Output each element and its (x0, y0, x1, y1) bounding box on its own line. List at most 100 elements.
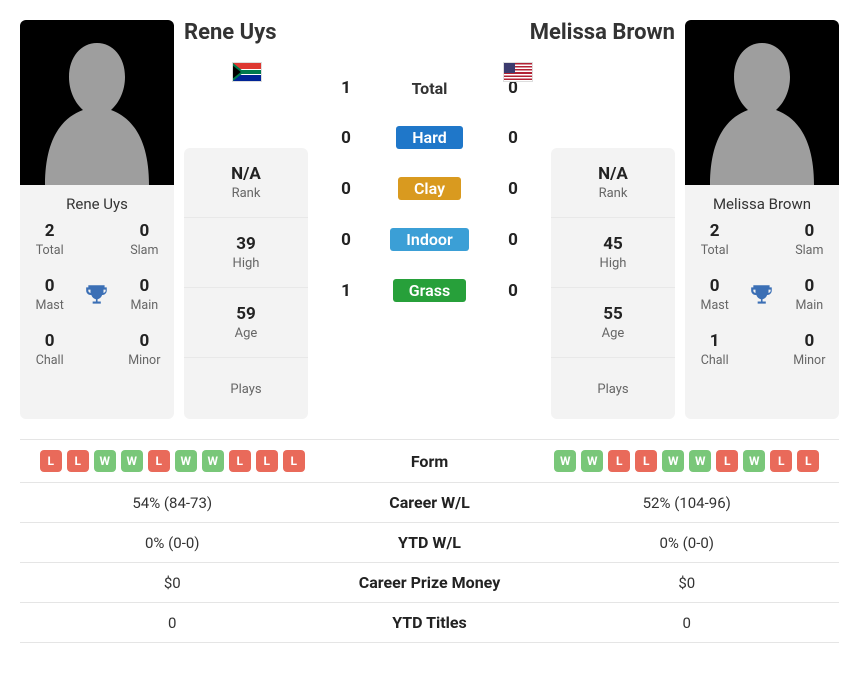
h2h-surface-row: 0 Indoor 0 (318, 214, 541, 265)
label-prize: Career Prize Money (325, 573, 535, 592)
player1-card: Rene Uys 2Total 0Slam 0Mast 0Main 0Chall… (20, 20, 174, 419)
form-badge: L (770, 450, 792, 472)
info-rank: N/ARank (184, 148, 308, 218)
row-form: LLWWLWWLLL Form WWLLWWLWLL (20, 439, 839, 483)
form-badge: L (148, 450, 170, 472)
info-rank: N/ARank (551, 148, 675, 218)
h2h-p2-val: 0 (493, 128, 533, 148)
stat-total: 2Total (26, 221, 73, 258)
h2h-total-label: Total (412, 79, 448, 98)
h2h-p1-val: 1 (326, 281, 366, 301)
h2h-surface-row: 0 Clay 0 (318, 163, 541, 214)
player1-titles-grid: 2Total 0Slam 0Mast 0Main 0Chall 0Minor (20, 221, 174, 380)
player2-info-column: Melissa Brown N/ARank 45High 55Age Plays (551, 20, 675, 419)
h2h-p2-val: 0 (493, 281, 533, 301)
stat-slam: 0Slam (786, 221, 833, 258)
info-high: 39High (184, 218, 308, 288)
label-career-wl: Career W/L (325, 493, 535, 512)
stat-mast: 0Mast (26, 276, 73, 313)
player2-card: Melissa Brown 2Total 0Slam 0Mast 0Main 1… (685, 20, 839, 419)
form-badge: L (40, 450, 62, 472)
stat-mast: 0Mast (691, 276, 738, 313)
stat-main: 0Main (786, 276, 833, 313)
form-badge: W (662, 450, 684, 472)
form-badge: L (635, 450, 657, 472)
surface-badge: Clay (398, 177, 461, 200)
player2-titles-grid: 2Total 0Slam 0Mast 0Main 1Chall 0Minor (685, 221, 839, 380)
form-badge: L (283, 450, 305, 472)
p2-career-wl: 52% (104-96) (535, 494, 840, 512)
player1-name-card: Rene Uys (20, 185, 174, 221)
info-plays: Plays (551, 358, 675, 419)
top-section: Rene Uys 2Total 0Slam 0Mast 0Main 0Chall… (20, 20, 839, 419)
label-ytd-wl: YTD W/L (325, 533, 535, 552)
row-career-wl: 54% (84-73) Career W/L 52% (104-96) (20, 483, 839, 523)
flag-us-icon (503, 62, 533, 82)
player1-photo (20, 20, 174, 185)
row-prize: $0 Career Prize Money $0 (20, 563, 839, 603)
form-badge: L (608, 450, 630, 472)
p1-ytd-titles: 0 (20, 614, 325, 632)
comparison-table: LLWWLWWLLL Form WWLLWWLWLL 54% (84-73) C… (20, 439, 839, 643)
surface-badge: Hard (396, 126, 463, 149)
form-badge: W (743, 450, 765, 472)
stat-minor: 0Minor (121, 331, 168, 368)
p1-career-wl: 54% (84-73) (20, 494, 325, 512)
player1-info-box: N/ARank 39High 59Age Plays (184, 148, 308, 419)
stat-chall: 1Chall (691, 331, 738, 368)
info-plays: Plays (184, 358, 308, 419)
stat-minor: 0Minor (786, 331, 833, 368)
p2-prize: $0 (535, 574, 840, 592)
form-badge: W (581, 450, 603, 472)
player-silhouette-icon (697, 25, 827, 185)
form-badge: W (554, 450, 576, 472)
player1-name-heading: Rene Uys (184, 20, 277, 45)
form-badge: W (202, 450, 224, 472)
player2-form: WWLLWWLWLL (535, 450, 840, 472)
info-age: 55Age (551, 288, 675, 358)
h2h-p1-val: 0 (326, 128, 366, 148)
form-badge: L (256, 450, 278, 472)
label-ytd-titles: YTD Titles (325, 613, 535, 632)
p2-ytd-wl: 0% (0-0) (535, 534, 840, 552)
h2h-p2-val: 0 (493, 230, 533, 250)
label-form: Form (325, 452, 535, 471)
p2-ytd-titles: 0 (535, 614, 840, 632)
p1-ytd-wl: 0% (0-0) (20, 534, 325, 552)
form-badge: L (67, 450, 89, 472)
stat-chall: 0Chall (26, 331, 73, 368)
player2-photo (685, 20, 839, 185)
form-badge: L (716, 450, 738, 472)
form-badge: W (175, 450, 197, 472)
form-badge: W (121, 450, 143, 472)
surface-badge: Grass (393, 279, 466, 302)
h2h-p1-val: 0 (326, 179, 366, 199)
surface-badge: Indoor (390, 228, 468, 251)
stat-main: 0Main (121, 276, 168, 313)
form-badge: L (229, 450, 251, 472)
p1-prize: $0 (20, 574, 325, 592)
stat-slam: 0Slam (121, 221, 168, 258)
h2h-p1-val: 0 (326, 230, 366, 250)
h2h-p2-val: 0 (493, 179, 533, 199)
player2-name-heading: Melissa Brown (530, 20, 675, 45)
form-badge: W (94, 450, 116, 472)
player1-form: LLWWLWWLLL (20, 450, 325, 472)
h2h-surface-row: 0 Hard 0 (318, 112, 541, 163)
player1-info-column: Rene Uys N/ARank 39High 59Age Plays (184, 20, 308, 419)
flag-za-icon (232, 62, 262, 82)
h2h-surface-row: 1 Grass 0 (318, 265, 541, 316)
info-high: 45High (551, 218, 675, 288)
info-age: 59Age (184, 288, 308, 358)
row-ytd-wl: 0% (0-0) YTD W/L 0% (0-0) (20, 523, 839, 563)
player-silhouette-icon (32, 25, 162, 185)
row-ytd-titles: 0 YTD Titles 0 (20, 603, 839, 643)
stat-total: 2Total (691, 221, 738, 258)
form-badge: L (797, 450, 819, 472)
trophy-icon (738, 276, 785, 313)
h2h-p1-total: 1 (326, 78, 366, 98)
form-badge: W (689, 450, 711, 472)
trophy-icon (73, 276, 120, 313)
player2-info-box: N/ARank 45High 55Age Plays (551, 148, 675, 419)
player2-name-card: Melissa Brown (685, 185, 839, 221)
